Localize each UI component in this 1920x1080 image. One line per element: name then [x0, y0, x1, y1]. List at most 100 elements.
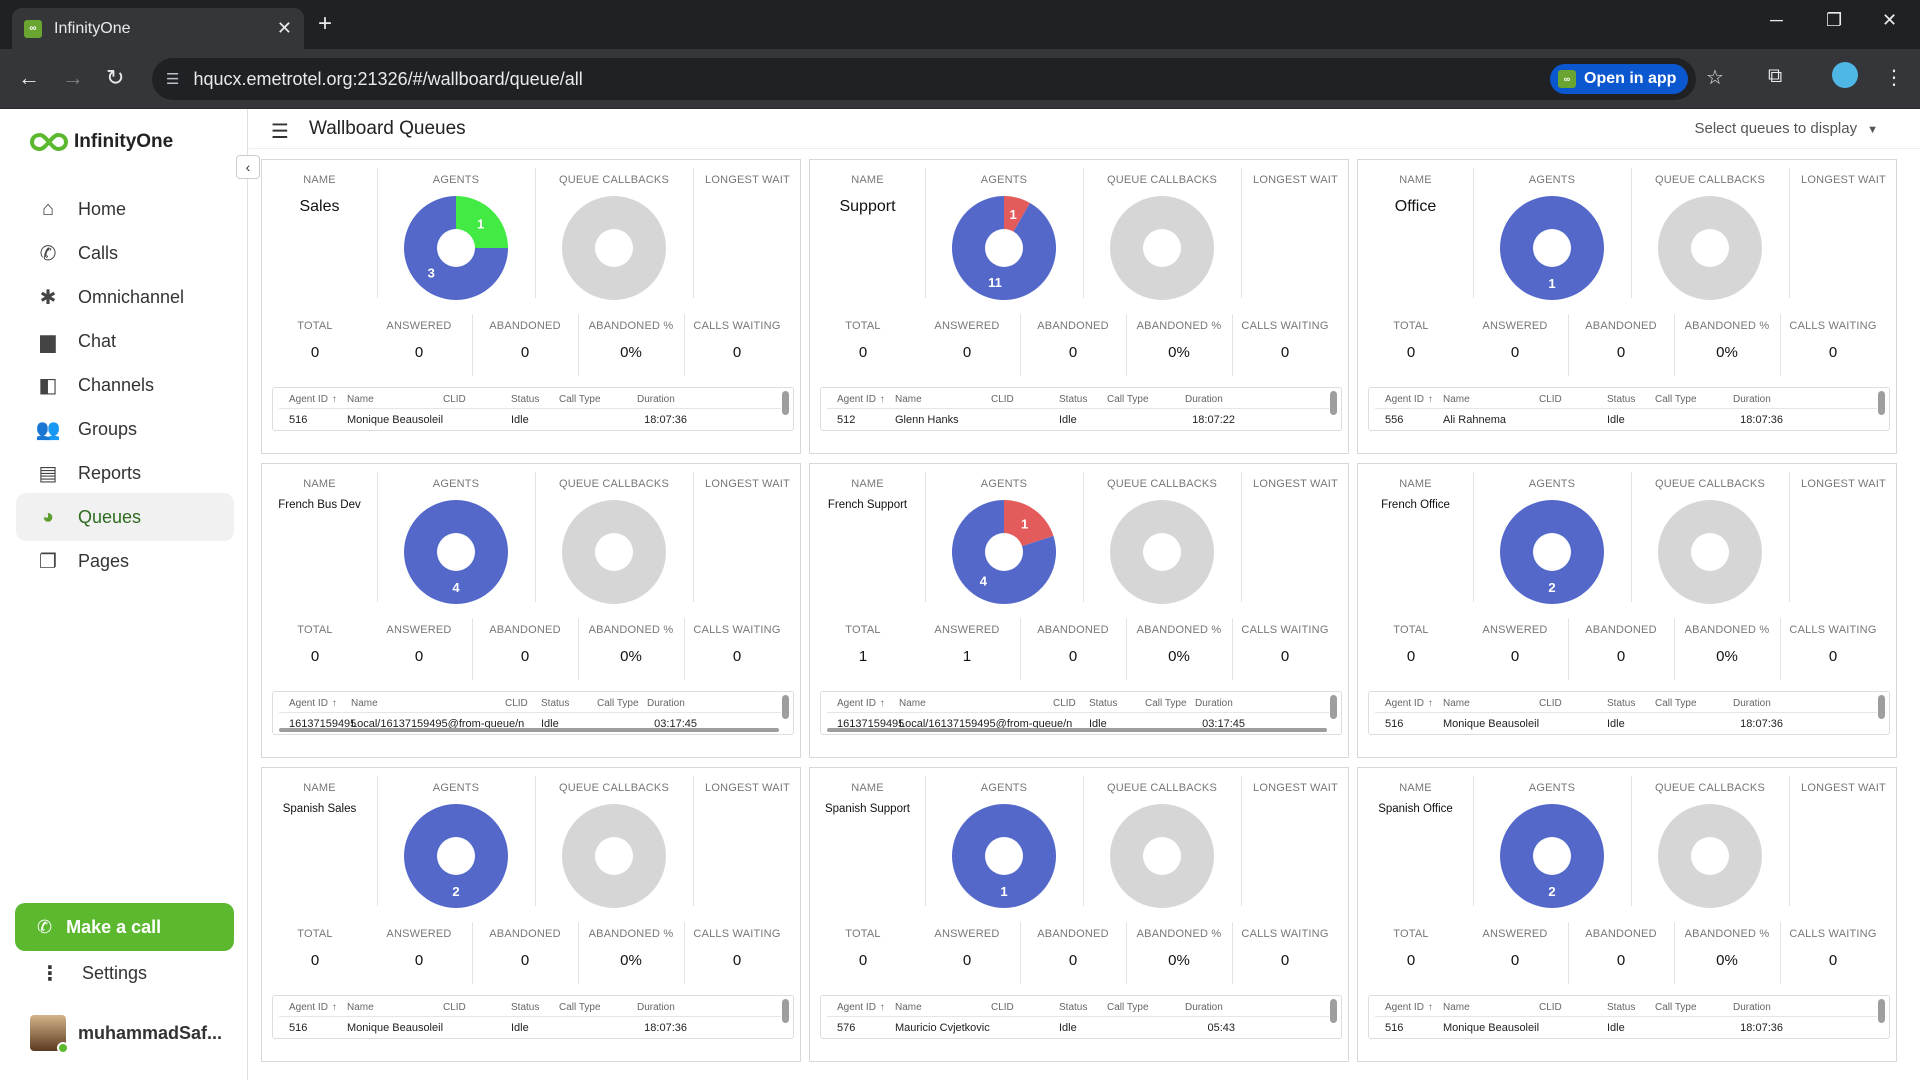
browser-tab[interactable]: ∞ InfinityOne ✕ — [12, 8, 304, 49]
col-name-header[interactable]: Name — [1443, 1002, 1470, 1013]
queue-card[interactable]: NAME AGENTS QUEUE CALLBACKS LONGEST WAIT Sal… — [261, 159, 801, 454]
col-clid-header[interactable]: CLID — [1053, 698, 1076, 709]
col-duration-header[interactable]: Duration — [1185, 394, 1223, 405]
vertical-scrollbar[interactable] — [1878, 391, 1885, 415]
new-tab-icon[interactable]: + — [318, 10, 333, 37]
table-row[interactable]: 516 Monique Beausoleil Idle 18:07:36 — [1369, 692, 1889, 734]
extensions-icon[interactable]: ⧉ — [1768, 65, 1783, 87]
vertical-scrollbar[interactable] — [1330, 695, 1337, 719]
col-name-header[interactable]: Name — [899, 698, 926, 709]
col-clid-header[interactable]: CLID — [991, 1002, 1014, 1013]
col-duration-header[interactable]: Duration — [1195, 698, 1233, 709]
col-clid-header[interactable]: CLID — [443, 394, 466, 405]
queue-card[interactable]: NAME AGENTS QUEUE CALLBACKS LONGEST WAIT Spa… — [1357, 767, 1897, 1062]
col-call-type-header[interactable]: Call Type — [1655, 698, 1697, 709]
menu-kebab-icon[interactable]: ⋮ — [1884, 67, 1904, 89]
vertical-scrollbar[interactable] — [782, 391, 789, 415]
col-call-type-header[interactable]: Call Type — [597, 698, 639, 709]
col-name-header[interactable]: Name — [1443, 698, 1470, 709]
user-profile[interactable]: muhammadSaf... — [30, 1015, 222, 1054]
col-agent-id-header[interactable]: Agent ID ↑ — [837, 698, 885, 709]
hamburger-menu-icon[interactable]: ☰ — [271, 121, 289, 143]
settings-button[interactable]: ⋮ Settings — [16, 949, 234, 997]
vertical-scrollbar[interactable] — [1330, 999, 1337, 1023]
col-status-header[interactable]: Status — [541, 698, 569, 709]
queue-card[interactable]: NAME AGENTS QUEUE CALLBACKS LONGEST WAIT Fre… — [1357, 463, 1897, 758]
col-clid-header[interactable]: CLID — [1539, 1002, 1562, 1013]
col-agent-id-header[interactable]: Agent ID ↑ — [1385, 394, 1433, 405]
bookmark-star-icon[interactable]: ☆ — [1706, 67, 1724, 89]
agents-donut[interactable]: 4 — [404, 500, 508, 609]
forward-icon[interactable]: → — [62, 65, 84, 90]
col-call-type-header[interactable]: Call Type — [1655, 1002, 1697, 1013]
col-status-header[interactable]: Status — [1607, 1002, 1635, 1013]
reload-icon[interactable]: ↻ — [106, 65, 125, 90]
queue-card[interactable]: NAME AGENTS QUEUE CALLBACKS LONGEST WAIT Sup… — [809, 159, 1349, 454]
table-row[interactable]: 512 Glenn Hanks Idle 18:07:22 — [821, 388, 1341, 430]
col-name-header[interactable]: Name — [347, 1002, 374, 1013]
agents-donut[interactable]: 2 — [1500, 804, 1604, 913]
col-status-header[interactable]: Status — [511, 1002, 539, 1013]
col-name-header[interactable]: Name — [1443, 394, 1470, 405]
col-agent-id-header[interactable]: Agent ID ↑ — [837, 1002, 885, 1013]
queue-card[interactable]: NAME AGENTS QUEUE CALLBACKS LONGEST WAIT Spa… — [809, 767, 1349, 1062]
vertical-scrollbar[interactable] — [1878, 999, 1885, 1023]
col-duration-header[interactable]: Duration — [1733, 698, 1771, 709]
col-duration-header[interactable]: Duration — [1733, 1002, 1771, 1013]
col-duration-header[interactable]: Duration — [647, 698, 685, 709]
agents-donut[interactable]: 1 — [1500, 196, 1604, 305]
col-name-header[interactable]: Name — [347, 394, 374, 405]
col-name-header[interactable]: Name — [895, 394, 922, 405]
sidebar-item-groups[interactable]: 👥 Groups — [16, 405, 234, 453]
agents-donut[interactable]: 1 — [952, 804, 1056, 913]
horizontal-scrollbar[interactable] — [827, 728, 1327, 732]
col-name-header[interactable]: Name — [351, 698, 378, 709]
col-clid-header[interactable]: CLID — [443, 1002, 466, 1013]
horizontal-scrollbar[interactable] — [279, 728, 779, 732]
col-call-type-header[interactable]: Call Type — [1107, 394, 1149, 405]
col-duration-header[interactable]: Duration — [637, 394, 675, 405]
col-call-type-header[interactable]: Call Type — [1655, 394, 1697, 405]
sidebar-item-pages[interactable]: ❐ Pages — [16, 537, 234, 585]
col-agent-id-header[interactable]: Agent ID ↑ — [289, 698, 337, 709]
vertical-scrollbar[interactable] — [782, 695, 789, 719]
col-duration-header[interactable]: Duration — [1733, 394, 1771, 405]
col-status-header[interactable]: Status — [1607, 394, 1635, 405]
sidebar-item-home[interactable]: ⌂ Home — [16, 185, 234, 233]
collapse-sidebar-button[interactable]: ‹ — [236, 155, 260, 179]
close-window-icon[interactable]: ✕ — [1882, 10, 1898, 30]
make-a-call-button[interactable]: ✆ Make a call — [15, 903, 234, 951]
col-clid-header[interactable]: CLID — [505, 698, 528, 709]
brand-logo[interactable]: InfinityOne — [30, 131, 173, 153]
table-row[interactable]: 556 Ali Rahnema Idle 18:07:36 — [1369, 388, 1889, 430]
back-icon[interactable]: ← — [18, 65, 40, 90]
col-status-header[interactable]: Status — [1607, 698, 1635, 709]
table-row[interactable]: 516 Monique Beausoleil Idle 18:07:36 — [273, 996, 793, 1038]
col-agent-id-header[interactable]: Agent ID ↑ — [837, 394, 885, 405]
queue-card[interactable]: NAME AGENTS QUEUE CALLBACKS LONGEST WAIT Fre… — [261, 463, 801, 758]
sidebar-item-calls[interactable]: ✆ Calls — [16, 229, 234, 277]
col-clid-header[interactable]: CLID — [1539, 394, 1562, 405]
url-bar[interactable]: ☰ hqucx.emetrotel.org:21326/#/wallboard/… — [152, 58, 1696, 100]
col-call-type-header[interactable]: Call Type — [1107, 1002, 1149, 1013]
queue-card[interactable]: NAME AGENTS QUEUE CALLBACKS LONGEST WAIT Fre… — [809, 463, 1349, 758]
col-status-header[interactable]: Status — [511, 394, 539, 405]
queue-card[interactable]: NAME AGENTS QUEUE CALLBACKS LONGEST WAIT Spa… — [261, 767, 801, 1062]
queue-select-dropdown[interactable]: Select queues to display ▼ — [1695, 120, 1879, 137]
col-call-type-header[interactable]: Call Type — [559, 394, 601, 405]
col-agent-id-header[interactable]: Agent ID ↑ — [1385, 698, 1433, 709]
table-row[interactable]: 516 Monique Beausoleil Idle 18:07:36 — [273, 388, 793, 430]
vertical-scrollbar[interactable] — [1330, 391, 1337, 415]
col-status-header[interactable]: Status — [1059, 1002, 1087, 1013]
agents-donut[interactable]: 1 11 — [952, 196, 1056, 305]
sidebar-item-omnichannel[interactable]: ✱ Omnichannel — [16, 273, 234, 321]
table-row[interactable]: 16137159495 Local/16137159495@from-queue/… — [821, 692, 1341, 734]
col-clid-header[interactable]: CLID — [1539, 698, 1562, 709]
col-call-type-header[interactable]: Call Type — [1145, 698, 1187, 709]
col-name-header[interactable]: Name — [895, 1002, 922, 1013]
col-duration-header[interactable]: Duration — [1185, 1002, 1223, 1013]
agents-donut[interactable]: 2 — [404, 804, 508, 913]
sidebar-item-reports[interactable]: ▤ Reports — [16, 449, 234, 497]
